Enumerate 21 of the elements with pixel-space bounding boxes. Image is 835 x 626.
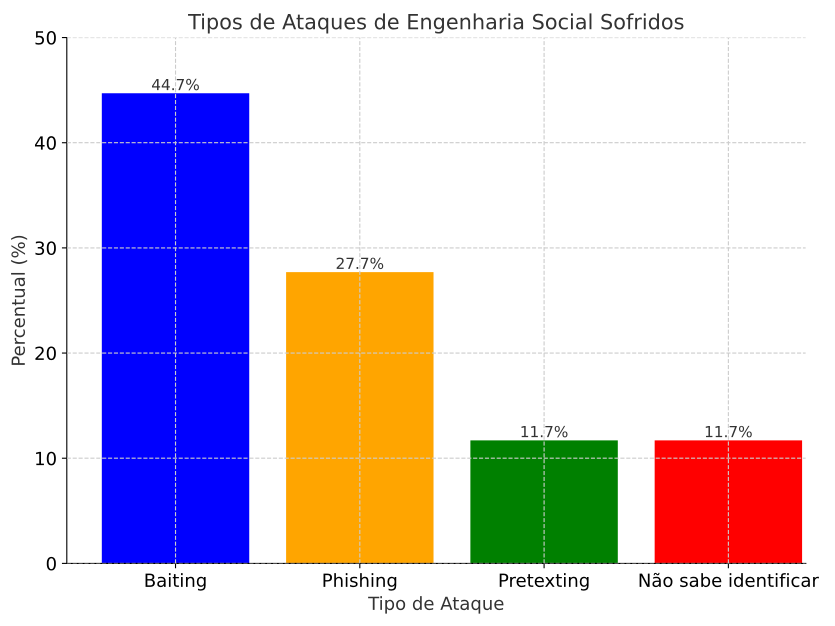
x-tick-label: Não sabe identificar [640, 572, 819, 588]
data-label: 11.7% [522, 426, 568, 438]
y-tick-label: 0 [46, 556, 56, 571]
bar [286, 272, 434, 564]
y-axis-title: Percentual (%) [11, 236, 28, 365]
y-tick-label: 40 [34, 136, 56, 150]
bar [102, 93, 250, 564]
x-axis-title: Tipo de Ataque [368, 596, 504, 614]
bar [470, 440, 618, 564]
x-tick-label: Baiting [146, 573, 206, 591]
data-label: 11.7% [706, 426, 752, 438]
y-tick-label: 20 [35, 346, 56, 360]
data-label: 27.7% [336, 258, 384, 270]
chart-title: Tipos de Ataques de Engenharia Social Sofridos [188, 13, 684, 34]
y-tick-label: 50 [35, 31, 56, 45]
x-tick-label: Phishing [324, 573, 396, 591]
bar [654, 440, 802, 564]
data-label: 44.7% [152, 78, 199, 90]
y-tick-label: 30 [35, 241, 56, 256]
x-tick-label: Pretexting [500, 573, 589, 591]
y-tick-label: 10 [36, 452, 56, 466]
